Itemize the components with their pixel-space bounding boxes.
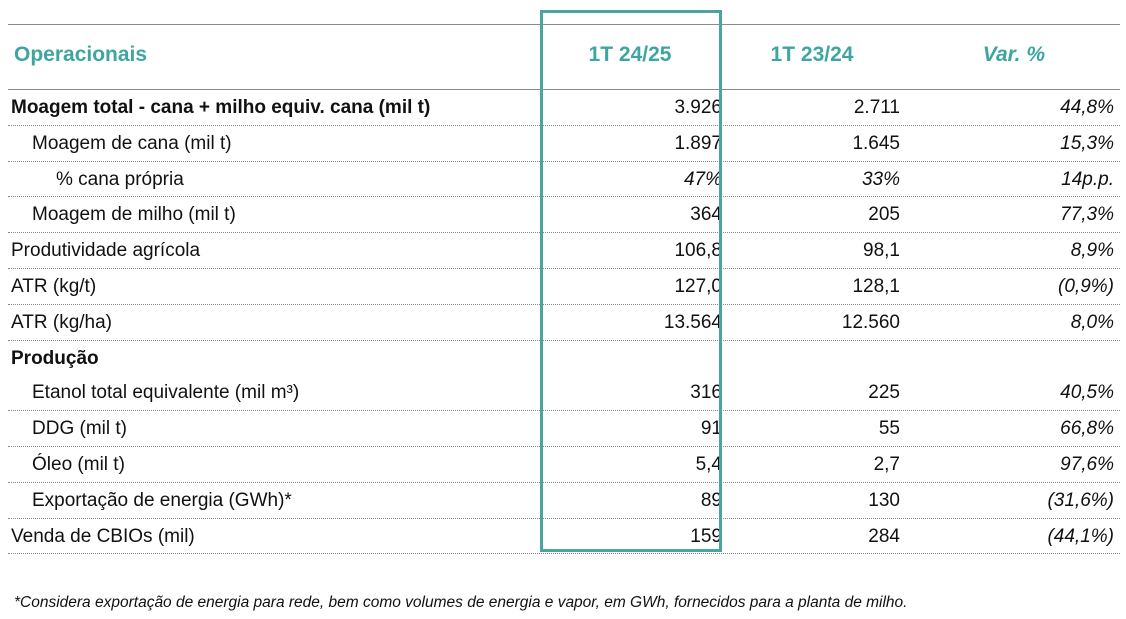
- section-label: Produção: [11, 347, 99, 369]
- value-1t-23-24: 1.645: [852, 132, 900, 154]
- value-1t-23-24: 128,1: [852, 275, 900, 297]
- footnote: *Considera exportação de energia para re…: [14, 594, 908, 611]
- row-label: Moagem de cana (mil t): [32, 132, 232, 154]
- value-var: 44,8%: [1060, 97, 1114, 118]
- value-1t-24-25: 91: [700, 418, 722, 440]
- header-col-var: Var. %: [982, 43, 1045, 66]
- table-header: Operacionais 1T 24/25 1T 23/24 Var. %: [8, 24, 1120, 90]
- row-label: Moagem total - cana + milho equiv. cana …: [11, 97, 431, 118]
- value-1t-23-24: 205: [868, 204, 900, 226]
- section-row-producao: Produção: [8, 341, 1120, 376]
- row-label: ATR (kg/ha): [11, 311, 113, 333]
- table-row: Etanol total equivalente (mil m³) 316 22…: [8, 375, 1120, 412]
- row-label: Moagem de milho (mil t): [32, 204, 236, 226]
- value-var: (44,1%): [1047, 525, 1114, 547]
- value-1t-23-24: 2.711: [853, 97, 900, 118]
- value-var: 77,3%: [1060, 204, 1114, 226]
- table-row: Produtividade agrícola 106,8 98,1 8,9%: [8, 233, 1120, 269]
- value-1t-24-25: 106,8: [674, 240, 722, 262]
- row-label: Exportação de energia (GWh)*: [32, 489, 292, 511]
- row-label: Etanol total equivalente (mil m³): [32, 382, 300, 404]
- value-var: 66,8%: [1060, 418, 1114, 440]
- table-row: ATR (kg/t) 127,0 128,1 (0,9%): [8, 269, 1120, 305]
- value-1t-24-25: 47%: [683, 168, 722, 190]
- row-label: ATR (kg/t): [11, 275, 97, 297]
- value-1t-24-25: 127,0: [674, 275, 722, 297]
- value-1t-24-25: 5,4: [695, 453, 722, 475]
- value-var: 8,9%: [1070, 240, 1114, 262]
- table-row: DDG (mil t) 91 55 66,8%: [8, 411, 1120, 447]
- header-col-1t-24-25: 1T 24/25: [588, 43, 672, 66]
- value-var: 14p.p.: [1061, 168, 1114, 190]
- table-row: Óleo (mil t) 5,4 2,7 97,6%: [8, 447, 1120, 483]
- value-1t-24-25: 89: [700, 489, 722, 511]
- header-col-1t-23-24: 1T 23/24: [770, 43, 854, 66]
- value-var: 8,0%: [1070, 311, 1114, 333]
- value-1t-23-24: 225: [868, 382, 900, 404]
- value-1t-24-25: 1.897: [674, 132, 722, 154]
- value-1t-23-24: 55: [878, 418, 900, 440]
- value-1t-23-24: 284: [868, 525, 900, 547]
- table-row: Venda de CBIOs (mil) 159 284 (44,1%): [8, 519, 1120, 555]
- value-1t-23-24: 130: [868, 489, 900, 511]
- value-1t-24-25: 13.564: [663, 311, 722, 333]
- header-label: Operacionais: [14, 43, 148, 66]
- value-var: 15,3%: [1060, 132, 1114, 154]
- value-1t-24-25: 364: [690, 204, 722, 226]
- value-1t-23-24: 98,1: [863, 240, 900, 262]
- row-label: Produtividade agrícola: [11, 240, 201, 262]
- table-row: Moagem de cana (mil t) 1.897 1.645 15,3%: [8, 126, 1120, 162]
- table-row: Moagem total - cana + milho equiv. cana …: [8, 90, 1120, 126]
- value-var: (0,9%): [1058, 275, 1114, 297]
- operational-table: Operacionais 1T 24/25 1T 23/24 Var. % Mo…: [8, 24, 1120, 555]
- table-row: Moagem de milho (mil t) 364 205 77,3%: [8, 197, 1120, 234]
- value-var: 40,5%: [1060, 382, 1114, 404]
- value-1t-24-25: 159: [690, 525, 722, 547]
- value-1t-23-24: 33%: [861, 168, 900, 190]
- value-1t-23-24: 2,7: [873, 453, 900, 475]
- row-label: % cana própria: [56, 168, 184, 190]
- table-row: % cana própria 47% 33% 14p.p.: [8, 162, 1120, 198]
- row-label: Venda de CBIOs (mil): [11, 525, 195, 547]
- row-label: DDG (mil t): [32, 418, 127, 440]
- table-row: ATR (kg/ha) 13.564 12.560 8,0%: [8, 305, 1120, 341]
- value-1t-23-24: 12.560: [841, 311, 900, 333]
- value-1t-24-25: 3.926: [674, 97, 722, 118]
- row-label: Óleo (mil t): [32, 453, 125, 475]
- value-1t-24-25: 316: [690, 382, 722, 404]
- table-row: Exportação de energia (GWh)* 89 130 (31,…: [8, 483, 1120, 519]
- value-var: (31,6%): [1047, 489, 1114, 511]
- value-var: 97,6%: [1060, 453, 1114, 475]
